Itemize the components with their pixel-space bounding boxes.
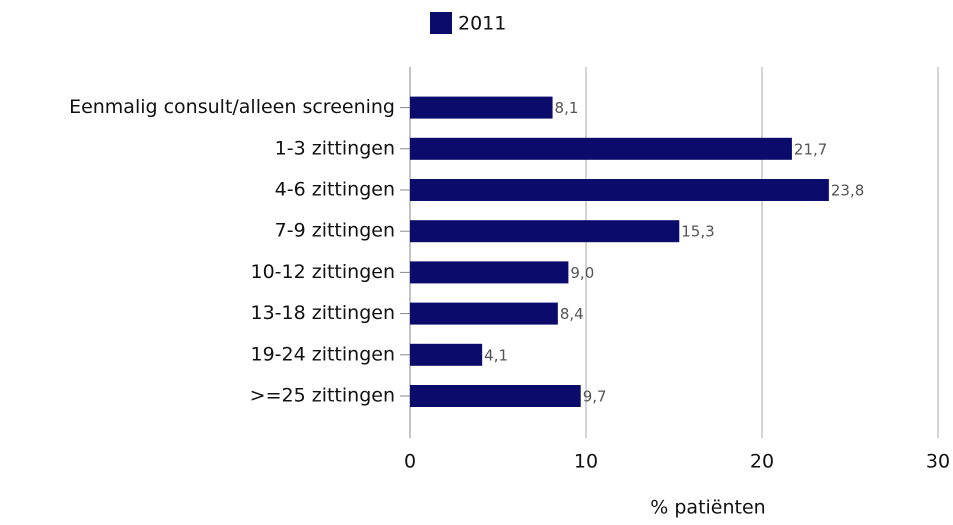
x-tick-label: 20	[750, 451, 774, 473]
value-label: 8,1	[555, 99, 579, 117]
value-label: 15,3	[681, 223, 714, 241]
y-tick-label: 7-9 zittingen	[275, 220, 395, 242]
x-tick-label: 10	[574, 451, 598, 473]
value-label: 9,0	[570, 264, 594, 282]
bar	[410, 179, 829, 201]
legend-swatch	[430, 12, 452, 34]
y-tick-label: Eenmalig consult/alleen screening	[69, 96, 395, 118]
x-tick-label: 30	[926, 451, 950, 473]
bar	[410, 261, 569, 284]
x-axis-label: % patiënten	[650, 497, 765, 519]
y-tick-label: 4-6 zittingen	[275, 179, 395, 201]
bar	[410, 343, 483, 366]
y-tick-label: 13-18 zittingen	[250, 302, 395, 324]
bar	[410, 220, 680, 243]
y-tick-label: 19-24 zittingen	[250, 343, 395, 365]
value-label: 4,1	[484, 346, 508, 364]
value-label: 8,4	[560, 305, 584, 323]
bar	[410, 96, 553, 119]
legend-label: 2011	[458, 13, 506, 35]
value-label: 23,8	[831, 182, 864, 200]
value-label: 21,7	[794, 140, 827, 158]
y-tick-label: 1-3 zittingen	[275, 137, 395, 159]
bar	[410, 385, 581, 407]
bar	[410, 137, 792, 160]
y-tick-label: >=25 zittingen	[250, 385, 395, 407]
y-tick-label: 10-12 zittingen	[250, 261, 395, 283]
bar	[410, 302, 558, 325]
x-tick-label: 0	[404, 451, 416, 473]
value-label: 9,7	[583, 388, 607, 406]
